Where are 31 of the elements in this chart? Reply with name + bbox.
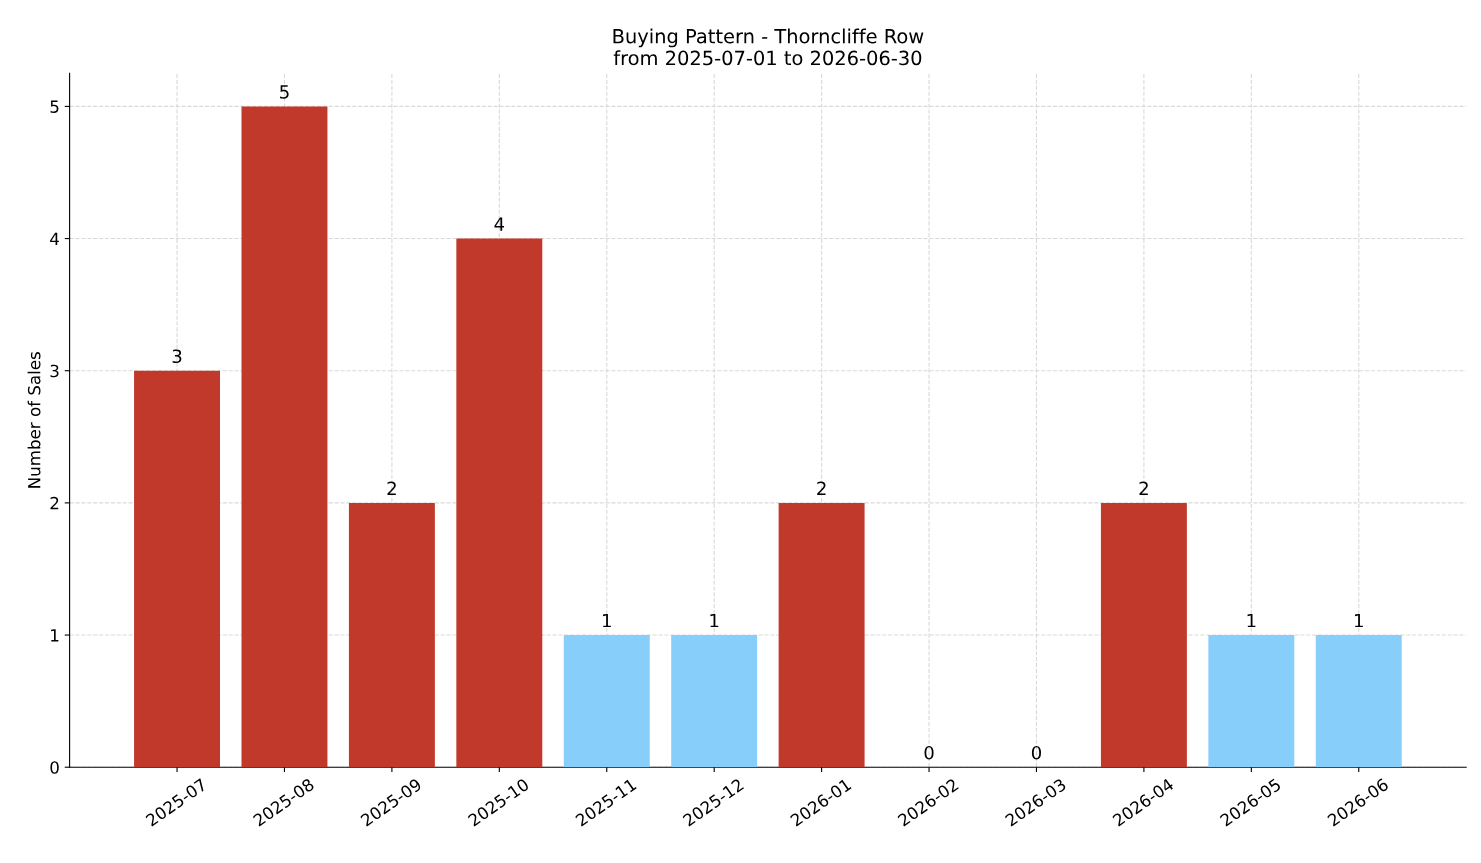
data-label: 1	[710, 613, 719, 628]
y-tick-label: 2	[50, 496, 59, 510]
data-label: 1	[1247, 613, 1256, 628]
y-tick-label: 3	[50, 364, 59, 378]
y-tick-label: 4	[50, 232, 59, 245]
bar	[241, 106, 328, 768]
bar	[134, 370, 221, 768]
bar	[348, 502, 435, 768]
data-label: 3	[172, 349, 182, 364]
data-label: 0	[1031, 745, 1042, 760]
chart-title: Buying Pattern - Thorncliffe Row	[613, 28, 924, 48]
data-label: 0	[924, 745, 934, 760]
y-tick-label: 5	[50, 100, 59, 113]
chart-subtitle: from 2025-07-01 to 2026-06-30	[613, 50, 922, 66]
bar	[778, 502, 865, 768]
bar	[456, 238, 543, 768]
data-label: 1	[1355, 613, 1363, 628]
data-label: 4	[494, 217, 505, 231]
data-label: 2	[1139, 481, 1148, 495]
data-label: 2	[817, 481, 826, 495]
bar	[1208, 635, 1295, 768]
y-axis-title: Number of Sales	[27, 352, 41, 488]
bar	[1315, 635, 1402, 768]
bar	[671, 635, 758, 768]
bar	[1100, 502, 1187, 768]
y-tick-label: 1	[51, 629, 59, 642]
data-label: 5	[280, 85, 289, 99]
bar	[563, 635, 650, 768]
y-tick-label: 0	[50, 761, 59, 774]
data-label: 1	[602, 613, 611, 628]
data-label: 2	[387, 481, 396, 495]
